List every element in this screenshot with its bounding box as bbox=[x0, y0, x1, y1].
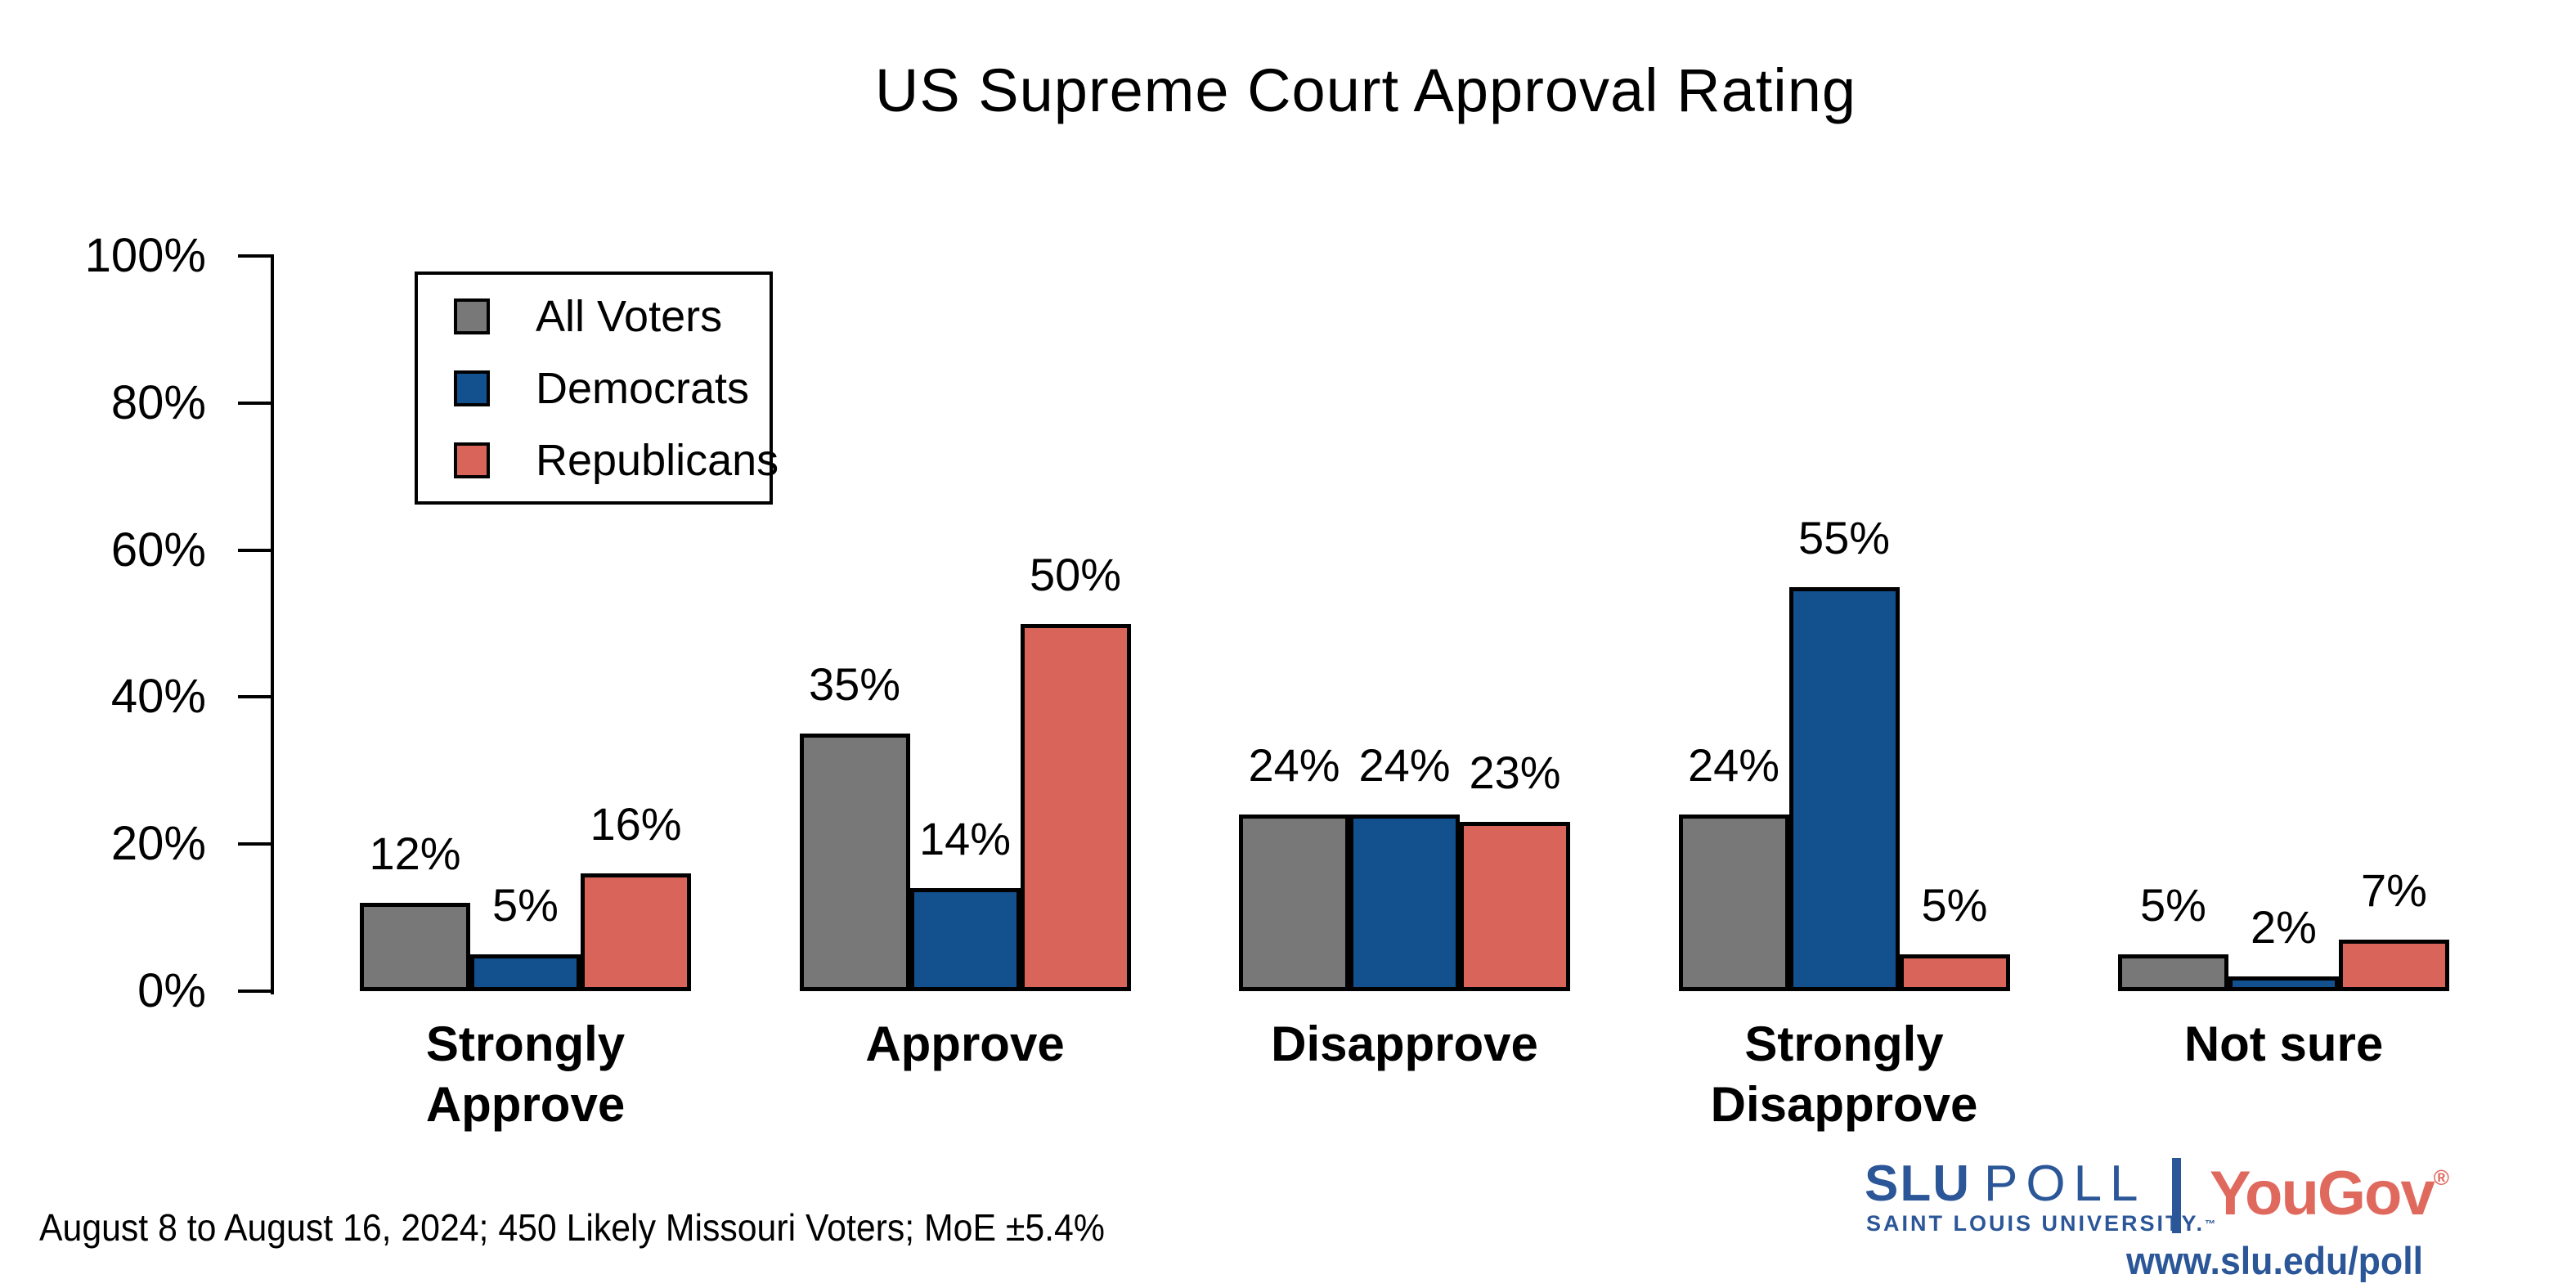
y-tick-80 bbox=[238, 401, 274, 405]
bar-republicans-approve bbox=[1020, 623, 1131, 991]
bar-republicans-disapprove bbox=[1460, 822, 1570, 991]
value-label-all-voters-strongly-approve: 12% bbox=[369, 828, 461, 880]
y-tick-label-0: 0% bbox=[137, 964, 206, 1017]
category-label-disapprove: Disapprove bbox=[1271, 1016, 1538, 1071]
bar-all-voters-strongly-approve bbox=[360, 903, 470, 991]
value-label-all-voters-not-sure: 5% bbox=[2140, 879, 2206, 931]
value-label-democrats-not-sure: 2% bbox=[2251, 901, 2317, 954]
bar-democrats-strongly-disapprove bbox=[1788, 586, 1900, 991]
bar-democrats-strongly-approve bbox=[470, 954, 581, 991]
legend-label-democrats: Democrats bbox=[536, 363, 750, 413]
bar-democrats-approve bbox=[909, 888, 1021, 991]
y-tick-40 bbox=[238, 695, 274, 699]
legend-swatch-republicans bbox=[454, 442, 490, 478]
y-tick-label-40: 40% bbox=[110, 670, 206, 724]
category-label-approve: Approve bbox=[865, 1016, 1065, 1071]
value-label-democrats-strongly-approve: 5% bbox=[492, 879, 559, 931]
y-tick-100 bbox=[238, 254, 274, 258]
value-label-republicans-strongly-approve: 16% bbox=[590, 798, 682, 850]
value-label-republicans-not-sure: 7% bbox=[2361, 864, 2427, 917]
bar-democrats-not-sure bbox=[2228, 976, 2339, 991]
value-label-democrats-strongly-disapprove: 55% bbox=[1797, 511, 1891, 563]
y-axis-line bbox=[271, 254, 274, 994]
category-label-not-sure: Not sure bbox=[2183, 1016, 2384, 1071]
survey-methodology-note: August 8 to August 16, 2024; 450 Likely … bbox=[39, 1206, 1105, 1249]
legend-item-democrats: Democrats bbox=[454, 363, 770, 414]
bar-democrats-disapprove bbox=[1349, 815, 1460, 991]
category-label-strongly-approve: Strongly Approve bbox=[425, 1016, 626, 1132]
value-label-republicans-approve: 50% bbox=[1029, 548, 1122, 600]
legend-label-all-voters: All Voters bbox=[536, 291, 723, 341]
chart-title: US Supreme Court Approval Rating bbox=[874, 56, 1857, 124]
bar-all-voters-strongly-disapprove bbox=[1678, 815, 1789, 991]
category-label-strongly-disapprove: Strongly Disapprove bbox=[1710, 1016, 1978, 1132]
value-label-republicans-disapprove: 23% bbox=[1469, 747, 1561, 799]
legend: All Voters Democrats Republicans bbox=[415, 272, 779, 505]
bar-republicans-strongly-disapprove bbox=[1899, 954, 2010, 991]
bar-republicans-not-sure bbox=[2339, 940, 2449, 991]
legend-swatch-all-voters bbox=[454, 298, 490, 334]
bar-all-voters-disapprove bbox=[1239, 815, 1349, 991]
y-tick-label-60: 60% bbox=[110, 523, 206, 577]
value-label-republicans-strongly-disapprove: 5% bbox=[1921, 879, 1988, 931]
y-tick-0 bbox=[238, 990, 274, 993]
value-label-all-voters-disapprove: 24% bbox=[1248, 739, 1340, 792]
bar-all-voters-approve bbox=[799, 734, 910, 991]
value-label-democrats-disapprove: 24% bbox=[1358, 739, 1451, 792]
bar-all-voters-not-sure bbox=[2118, 954, 2228, 991]
y-tick-label-20: 20% bbox=[110, 817, 206, 871]
value-label-all-voters-approve: 35% bbox=[808, 658, 901, 711]
legend-item-all-voters: All Voters bbox=[454, 291, 770, 342]
y-tick-20 bbox=[238, 842, 274, 846]
y-tick-label-100: 100% bbox=[84, 229, 206, 282]
legend-item-republicans: Republicans bbox=[454, 435, 779, 486]
legend-swatch-democrats bbox=[454, 370, 490, 406]
y-tick-label-80: 80% bbox=[110, 375, 206, 429]
bar-republicans-strongly-approve bbox=[581, 873, 691, 991]
legend-label-republicans: Republicans bbox=[536, 435, 779, 485]
value-label-all-voters-strongly-disapprove: 24% bbox=[1687, 739, 1780, 792]
value-label-democrats-approve: 14% bbox=[918, 813, 1012, 865]
y-tick-60 bbox=[238, 548, 274, 552]
